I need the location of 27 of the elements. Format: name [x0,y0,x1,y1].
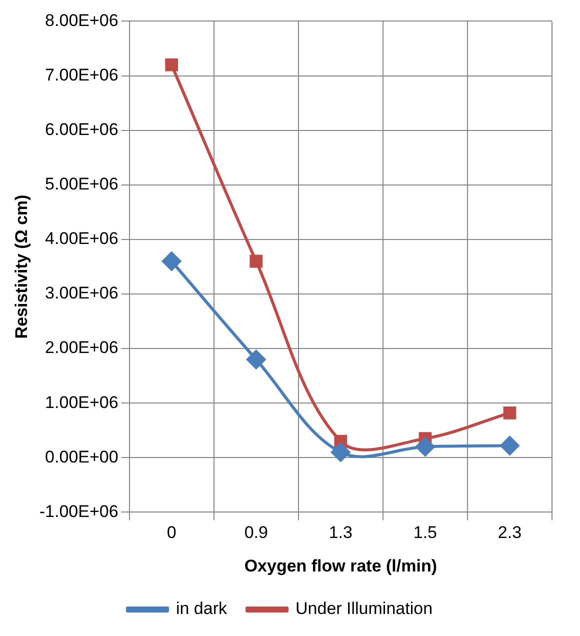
y-tick-label: 8.00E+06 [45,10,118,30]
point [503,406,516,420]
y-tick-label: 1.00E+06 [45,392,118,412]
y-tick-label: 4.00E+06 [45,229,118,248]
point [165,58,178,72]
point [162,252,182,271]
point [416,437,435,456]
x-tick-label: 0.9 [244,523,268,542]
x-tick-label: 1.3 [328,523,352,542]
x-tick-label: 2.3 [498,523,522,542]
legend-label: in dark [176,599,228,618]
y-tick-label: 5.00E+06 [45,174,118,194]
x-tick-label: 0 [166,523,176,542]
y-tick-label: 6.00E+06 [45,120,118,139]
point [250,254,263,268]
point [331,442,350,462]
y-tick-label: 7.00E+06 [45,65,118,84]
point [500,436,520,456]
x-tick-label: 1.5 [413,523,438,542]
point [246,350,266,369]
y-tick-label: 2.00E+06 [45,338,118,358]
y-axis-title: Resistivity (Ω cm) [12,194,31,339]
y-tick-label: 3.00E+06 [45,284,118,303]
y-tick-label: -1.00E+06 [39,502,118,521]
legend-label: Under Illumination [296,599,433,618]
x-axis-title: Oxygen flow rate (l/min) [244,556,438,576]
y-tick-label: 0.00E+00 [45,447,118,466]
